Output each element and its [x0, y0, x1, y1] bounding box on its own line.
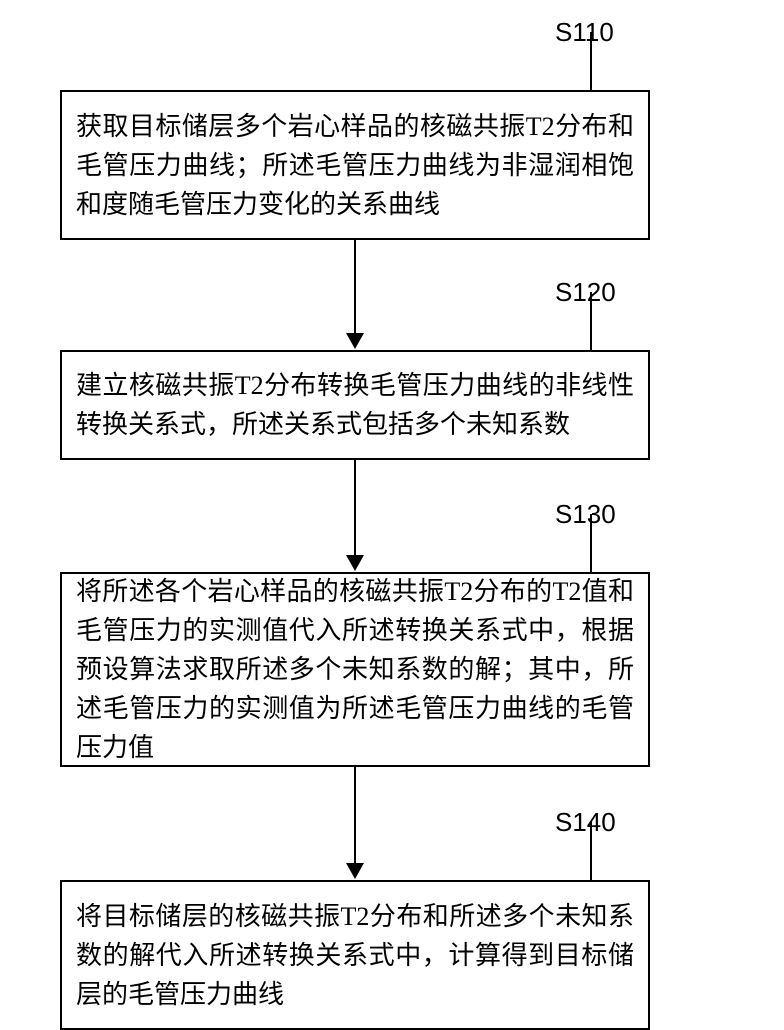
step-box-S130: 将所述各个岩心样品的核磁共振T2分布的T2值和毛管压力的实测值代入所述转换关系式…	[60, 572, 650, 767]
step-label-S120: S120	[555, 277, 616, 308]
arrow-head-icon	[346, 333, 364, 349]
step-label-S140: S140	[555, 807, 616, 838]
step-text: 建立核磁共振T2分布转换毛管压力曲线的非线性转换关系式，所述关系式包括多个未知系…	[76, 366, 634, 444]
arrow-connector	[354, 767, 356, 865]
arrow-head-icon	[346, 555, 364, 571]
step-text: 将所述各个岩心样品的核磁共振T2分布的T2值和毛管压力的实测值代入所述转换关系式…	[76, 572, 634, 767]
flowchart-container: 获取目标储层多个岩心样品的核磁共振T2分布和毛管压力曲线；所述毛管压力曲线为非湿…	[0, 0, 784, 1000]
step-label-S110: S110	[555, 17, 614, 48]
arrow-connector	[354, 460, 356, 557]
step-box-S110: 获取目标储层多个岩心样品的核磁共振T2分布和毛管压力曲线；所述毛管压力曲线为非湿…	[60, 90, 650, 240]
step-box-S140: 将目标储层的核磁共振T2分布和所述多个未知系数的解代入所述转换关系式中，计算得到…	[60, 880, 650, 1030]
step-box-S120: 建立核磁共振T2分布转换毛管压力曲线的非线性转换关系式，所述关系式包括多个未知系…	[60, 350, 650, 460]
step-text: 获取目标储层多个岩心样品的核磁共振T2分布和毛管压力曲线；所述毛管压力曲线为非湿…	[76, 107, 634, 224]
step-text: 将目标储层的核磁共振T2分布和所述多个未知系数的解代入所述转换关系式中，计算得到…	[76, 897, 634, 1014]
step-label-S130: S130	[555, 499, 616, 530]
arrow-connector	[354, 240, 356, 335]
arrow-head-icon	[346, 863, 364, 879]
